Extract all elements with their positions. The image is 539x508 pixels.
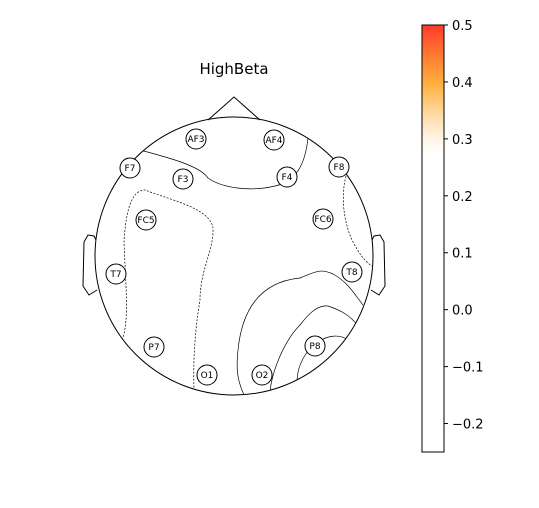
electrode-label: P8 [309,342,320,352]
electrode-p7: P7 [143,336,165,358]
electrode-label: FC6 [314,215,331,225]
electrode-o2: O2 [251,364,273,386]
electrode-label: F7 [125,164,136,174]
colorbar-tick-label: 0.5 [452,19,473,34]
colorbar-tick-label: 0.0 [452,304,473,319]
colorbar: −0.2 −0.1 0.0 0.1 0.2 0.3 0.4 0.5 [421,19,484,453]
electrode-fc6: FC6 [312,208,334,230]
contour-lines [121,137,373,395]
electrode-t8: T8 [341,261,363,283]
contour-line-dashed-left [121,189,214,391]
electrode-label: F3 [178,175,189,185]
head-outline [82,96,386,396]
colorbar-tick-label: −0.1 [452,361,484,376]
chart-title: HighBeta [199,60,268,78]
contour-line-dashed-right [342,175,373,267]
electrode-label: T8 [345,268,357,278]
electrode-label: AF3 [187,135,204,145]
contour-line-parietal-outer [269,305,359,393]
electrode-f3: F3 [172,168,194,190]
nose [207,96,261,121]
electrode-label: P7 [148,343,159,353]
electrode-label: F4 [282,173,293,183]
electrode-layer: AF3 AF4 F7 F8 F3 F4 FC5 FC6 [105,128,363,386]
electrode-label: FC5 [137,216,154,226]
contour-line-frontal [139,137,309,190]
electrode-o1: O1 [196,364,218,386]
head-circle [94,116,374,396]
left-ear [82,234,98,296]
colorbar-ticks: −0.2 −0.1 0.0 0.1 0.2 0.3 0.4 0.5 [444,19,484,433]
electrode-f7: F7 [119,157,141,179]
electrode-label: AF4 [265,136,282,146]
electrode-label: T7 [109,270,121,280]
electrode-label: O1 [201,371,214,381]
colorbar-gradient [421,24,445,453]
right-ear [370,234,386,296]
colorbar-tick-label: 0.1 [452,247,473,262]
colorbar-tick-label: 0.3 [452,133,473,148]
colorbar-tick-label: −0.2 [452,418,484,433]
electrode-af4: AF4 [263,129,285,151]
electrode-f4: F4 [276,166,298,188]
electrode-f8: F8 [328,156,350,178]
colorbar-tick-label: 0.2 [452,190,473,205]
colorbar-tick-label: 0.4 [452,76,473,91]
electrode-af3: AF3 [185,128,207,150]
electrode-label: O2 [256,371,269,381]
electrode-p8: P8 [304,335,326,357]
electrode-t7: T7 [105,263,127,285]
electrode-label: F8 [334,163,345,173]
contour-line-occipital [236,270,364,395]
electrode-fc5: FC5 [135,209,157,231]
